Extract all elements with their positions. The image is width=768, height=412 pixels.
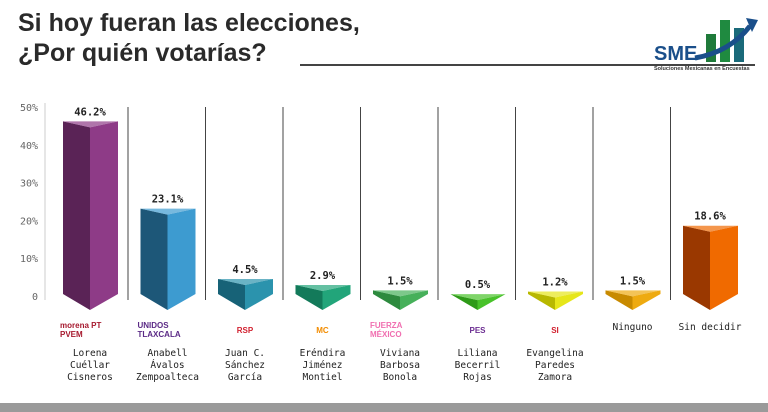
category-label-line: Sin decidir xyxy=(678,322,742,333)
category-label-line: Juan C. xyxy=(224,348,266,359)
bar-left-face xyxy=(373,290,400,310)
category-label-line: Liliana xyxy=(457,348,498,359)
data-label: 0.5% xyxy=(465,279,491,291)
bar-left-face xyxy=(450,294,478,310)
category-label: Viviana Barbosa Bonola xyxy=(362,348,438,384)
party-logo: PES xyxy=(469,325,486,335)
svg-text:SME: SME xyxy=(654,43,697,65)
data-label: 23.1% xyxy=(152,194,184,206)
category-label-line: Becerril xyxy=(454,360,501,371)
category-label-line: Bonola xyxy=(382,372,418,383)
data-label: 18.6% xyxy=(694,211,726,223)
bar-left-face xyxy=(218,278,245,310)
data-label: 1.2% xyxy=(542,276,568,288)
category-label-line: Rojas xyxy=(463,372,492,383)
category-label: Sin decidir xyxy=(672,322,748,333)
party-logo: MC xyxy=(316,325,329,335)
category-label: Juan C. Sánchez García xyxy=(207,348,283,384)
bar-top-face xyxy=(528,291,583,298)
category-label-line: Ninguno xyxy=(612,322,653,333)
category-label: Evangelina Paredes Zamora xyxy=(517,348,593,384)
data-label: 4.5% xyxy=(232,264,258,276)
bar-right-face xyxy=(245,278,273,310)
category-label: Lorena Cuéllar Cisneros xyxy=(52,348,128,384)
bar-left-face xyxy=(683,225,710,310)
bar-left-face xyxy=(605,290,633,310)
bar-top-face xyxy=(295,285,351,292)
category-label-line: Lorena xyxy=(72,348,108,359)
category-label-line: Cisneros xyxy=(67,372,113,383)
bar-right-face xyxy=(632,290,661,310)
party-logo: FUERZA MÉXICO xyxy=(370,321,403,339)
bar-right-face xyxy=(710,225,738,310)
y-tick-label: 50% xyxy=(20,103,38,114)
category-label-line: Viviana xyxy=(379,348,421,359)
bar-top-face xyxy=(605,290,661,297)
bar-top-face xyxy=(683,225,738,232)
category-label: Anabell Ávalos Zempoalteca xyxy=(130,348,206,384)
bar-right-face xyxy=(400,290,428,310)
bar-top-face xyxy=(450,294,506,301)
y-tick-label: 0 xyxy=(32,292,38,303)
chart-title: Si hoy fueran las elecciones, ¿Por quién… xyxy=(18,8,360,68)
category-label-line: Barbosa xyxy=(379,360,421,371)
data-label: 2.9% xyxy=(310,270,336,282)
party-logo: morena PT PVEM xyxy=(60,321,102,339)
category-label-line: García xyxy=(227,372,263,383)
category-label-line: Sánchez xyxy=(224,360,266,371)
data-label: 1.5% xyxy=(387,275,413,287)
bar-right-face xyxy=(167,208,196,310)
bar-left-face xyxy=(140,208,168,310)
bar-left-face xyxy=(63,121,90,310)
bar-top-face xyxy=(373,290,428,297)
bar-right-face xyxy=(477,294,506,310)
category-label-line: Cuéllar xyxy=(69,360,111,371)
footer-bar xyxy=(0,403,768,412)
category-label-line: Anabell xyxy=(147,348,188,359)
bar-right-face xyxy=(555,291,583,310)
category-label-line: Zempoalteca xyxy=(136,372,199,383)
category-label-line: Evangelina xyxy=(526,348,584,359)
category-label-line: Montiel xyxy=(302,372,343,383)
bar-left-face xyxy=(295,285,323,310)
party-logo: RSP xyxy=(236,325,254,335)
logo-subtitle: Soluciones Mexicanas en Encuestas xyxy=(654,66,750,72)
category-label-line: Paredes xyxy=(534,360,576,371)
category-label: Liliana Becerril Rojas xyxy=(440,348,516,384)
bar-left-face xyxy=(528,291,555,310)
y-tick-label: 10% xyxy=(20,254,38,265)
title-underline xyxy=(300,64,755,66)
bar-right-face xyxy=(90,121,118,310)
sme-logo: SME xyxy=(654,18,758,65)
category-label: Eréndira Jiménez Montiel xyxy=(285,348,361,384)
bar-top-face xyxy=(140,208,196,215)
title-line-1: Si hoy fueran las elecciones, xyxy=(18,9,360,37)
category-label-line: Ávalos xyxy=(150,360,185,371)
party-logo: SI xyxy=(551,325,559,335)
y-tick-label: 40% xyxy=(20,141,38,152)
category-label: Ninguno xyxy=(595,322,671,333)
category-label-line: Jiménez xyxy=(302,360,343,371)
data-label: 46.2% xyxy=(74,106,106,118)
y-tick-label: 30% xyxy=(20,179,38,190)
bar-top-face xyxy=(63,121,118,128)
party-logo: UNIDOS TLAXCALA xyxy=(137,321,181,339)
title-line-2: ¿Por quién votarías? xyxy=(18,39,267,67)
bar-right-face xyxy=(322,285,351,310)
data-label: 1.5% xyxy=(620,275,646,287)
y-tick-label: 20% xyxy=(20,216,38,227)
category-label-line: Zamora xyxy=(537,372,573,383)
category-label-line: Eréndira xyxy=(299,348,346,359)
bar-top-face xyxy=(218,278,273,285)
